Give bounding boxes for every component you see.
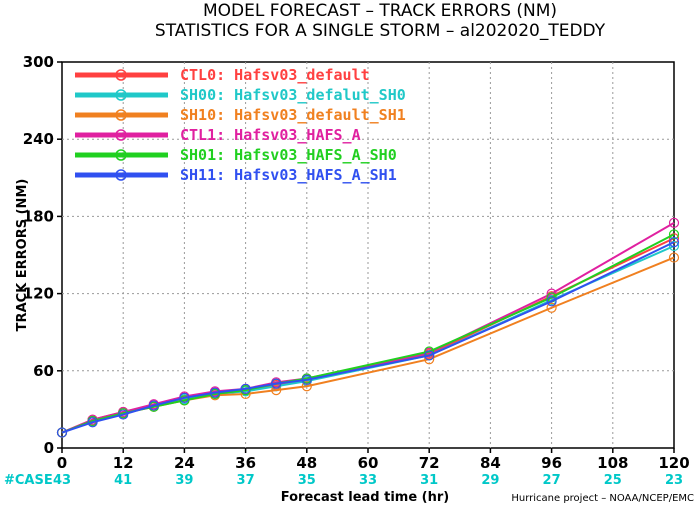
data-point — [87, 417, 98, 428]
legend-label: SH11: Hafsv03_HAFS_A_SH1 — [180, 166, 397, 184]
data-point — [179, 392, 190, 403]
data-point — [148, 400, 159, 411]
case-count: 27 — [543, 473, 561, 488]
case-count: 31 — [420, 473, 438, 488]
legend-label: SH00: Hafsv03_defalut_SH0 — [180, 86, 406, 104]
legend: CTL0: Hafsv03_default SH00: Hafsv03_defal… — [75, 66, 406, 184]
data-point — [668, 217, 680, 228]
y-tick-label: 60 — [33, 362, 54, 380]
grid-lines — [57, 61, 675, 453]
legend-marker — [115, 169, 127, 181]
data-point — [301, 374, 312, 385]
y-tick-label: 300 — [23, 53, 54, 71]
data-point — [668, 229, 680, 240]
data-point — [668, 237, 680, 248]
x-tick-label: 84 — [480, 454, 501, 472]
credit-text: Hurricane project – NOAA/NCEP/EMC — [511, 493, 694, 504]
legend-label: CTL0: Hafsv03_default — [180, 66, 370, 84]
data-point — [668, 240, 680, 252]
x-tick-label: 120 — [658, 454, 689, 472]
case-count: 25 — [604, 473, 622, 488]
legend-marker — [115, 89, 127, 101]
data-point — [179, 395, 190, 406]
legend-marker — [115, 129, 127, 141]
case-count-row: 43 41 39 37 35 33 31 29 27 25 23 — [53, 473, 683, 488]
data-point — [271, 385, 282, 396]
x-tick-label: 60 — [358, 454, 379, 472]
data-point — [546, 296, 557, 307]
case-label: #CASE — [4, 473, 53, 488]
x-tick-label: 72 — [419, 454, 440, 472]
case-count: 41 — [114, 473, 132, 488]
case-count: 29 — [481, 473, 499, 488]
series-lines — [56, 217, 680, 438]
data-point — [240, 383, 251, 394]
x-tick-labels: 0 12 24 36 48 60 72 84 96 108 120 — [57, 454, 690, 472]
x-tick-label: 108 — [597, 454, 628, 472]
x-tick-label: 0 — [57, 454, 67, 472]
legend-marker — [115, 69, 127, 81]
series-line — [61, 241, 675, 434]
legend-label: CTL1: Hafsv03_HAFS_A — [180, 126, 361, 144]
data-point — [118, 409, 129, 420]
case-count: 23 — [665, 473, 683, 488]
data-point — [271, 378, 282, 389]
case-count: 43 — [53, 473, 71, 488]
data-point — [56, 427, 68, 438]
y-tick-label: 120 — [23, 285, 54, 303]
legend-label: SH01: Hafsv03_HAFS_A_SH0 — [180, 146, 397, 164]
case-count: 39 — [175, 473, 193, 488]
y-tick-label: 180 — [23, 207, 54, 225]
x-tick-label: 96 — [541, 454, 562, 472]
case-count: 37 — [237, 473, 255, 488]
chart-title-line2: STATISTICS FOR A SINGLE STORM – al202020… — [155, 21, 606, 41]
x-tick-label: 48 — [296, 454, 317, 472]
y-tick-label: 240 — [23, 130, 54, 148]
data-point — [209, 387, 221, 398]
legend-label: SH10: Hafsv03_default_SH1 — [180, 106, 406, 124]
data-point — [668, 252, 680, 263]
x-tick-label: 12 — [113, 454, 134, 472]
legend-marker — [115, 149, 127, 161]
chart-title-line1: MODEL FORECAST – TRACK ERRORS (NM) — [203, 1, 557, 21]
y-tick-labels: 0 60 120 180 240 300 — [23, 53, 54, 457]
y-axis-label: TRACK ERRORS (NM) — [15, 179, 30, 332]
y-tick-label: 0 — [44, 439, 54, 457]
data-point — [301, 381, 312, 392]
case-count: 35 — [298, 473, 316, 488]
x-tick-label: 36 — [235, 454, 256, 472]
data-point — [424, 350, 435, 361]
x-axis-label: Forecast lead time (hr) — [281, 490, 449, 505]
x-tick-label: 24 — [174, 454, 195, 472]
case-count: 33 — [359, 473, 377, 488]
data-point — [546, 302, 557, 313]
legend-marker — [115, 109, 127, 121]
